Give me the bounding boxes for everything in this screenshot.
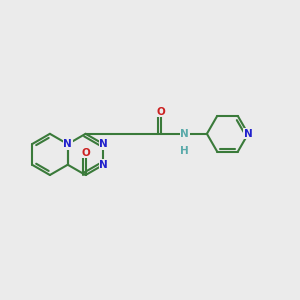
Text: N: N (244, 129, 253, 139)
Text: N: N (63, 139, 72, 149)
Text: N: N (99, 139, 108, 149)
Text: N: N (180, 129, 189, 139)
Text: N: N (99, 160, 108, 170)
Text: O: O (156, 107, 165, 117)
Text: O: O (81, 148, 90, 158)
Text: H: H (180, 146, 189, 157)
